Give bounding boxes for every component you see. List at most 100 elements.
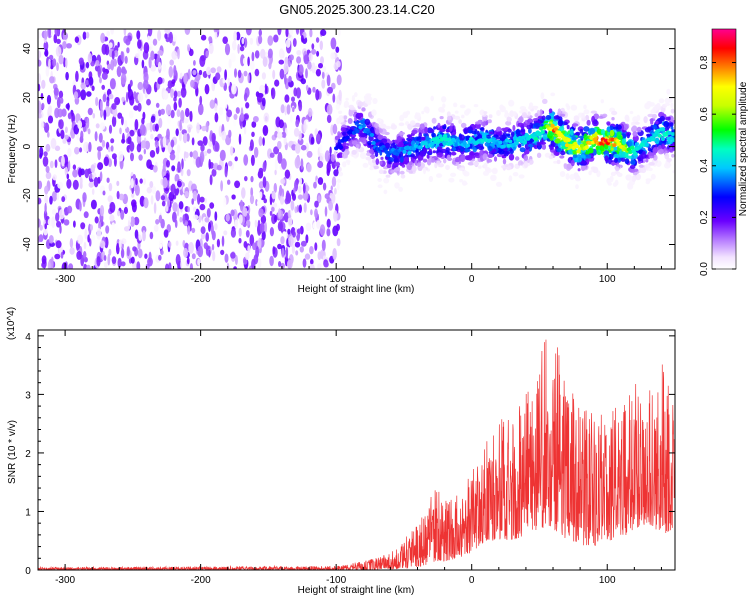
spectrogram-noise-cell [330,185,333,191]
spectrogram-noise-cell [300,78,306,85]
spectrogram-noise-cell [111,115,117,128]
spectrogram-noise-cell [216,66,222,73]
spectrogram-noise-cell [222,196,227,208]
spectrogram-noise-cell [180,109,185,122]
spectrogram-noise-cell [310,258,314,265]
spectrogram-peak-cell [564,143,570,148]
spectrogram-ridge-cell [472,161,480,166]
spectrogram-noise-cell [95,123,100,129]
spectrogram-noise-cell [72,164,77,170]
spectrogram-ridge-cell [422,158,428,163]
spectrogram-noise-cell [146,35,153,44]
spectrogram-noise-cell [173,101,178,111]
spectrogram-ridge-cell [428,175,434,183]
spectrogram-peak-cell [644,142,649,147]
spectrogram-noise-cell [230,252,236,259]
spectrogram-ridge-cell [638,157,642,162]
spectrogram-noise-cell [241,187,246,199]
spectrogram-ridge-cell [453,102,458,108]
spectrogram-noise-cell [257,237,262,249]
spectrogram-noise-cell [191,253,196,260]
spectrogram-noise-cell [141,59,145,69]
spectrogram-noise-cell [76,250,82,260]
spectrogram-noise-cell [286,104,291,115]
spectrogram-noise-cell [74,36,80,43]
spectrogram-noise-cell [80,82,87,90]
spectrogram-noise-cell [162,90,169,100]
spectrogram-noise-cell [287,57,291,68]
spectrogram-peak-cell [358,125,363,130]
spectrogram-noise-cell [77,243,81,249]
spectrogram-noise-cell [208,221,211,232]
spectrogram-ridge-cell [398,131,406,135]
spectrogram-ridge-cell [532,118,539,122]
spectrogram-noise-cell [218,125,223,137]
spectrogram-noise-cell [144,140,150,150]
spectrogram-noise-cell [285,190,290,202]
spectrogram-noise-cell [182,214,186,225]
spectrogram-noise-cell [307,61,312,70]
spectrogram-noise-cell [254,50,260,59]
spectrogram-noise-cell [173,90,178,99]
spectrogram-noise-cell [38,100,42,112]
spectrogram-noise-cell [230,52,236,63]
spectrogram-noise-cell [98,132,103,143]
spectrogram-ridge-cell [518,174,525,179]
spectrogram-ridge-cell [377,178,383,182]
spectrogram-noise-cell [189,151,193,158]
spectrogram-noise-cell [224,165,228,178]
spectrogram-noise-cell [289,29,294,36]
spectrogram-ridge-cell [548,131,555,136]
spectrogram-ridge-cell [402,141,409,145]
spectrogram-noise-cell [150,195,154,205]
spectrogram-noise-cell [220,249,225,256]
spectrogram-noise-cell [152,38,158,46]
spectrogram-noise-cell [90,60,95,67]
spectrogram-noise-cell [88,181,94,188]
spectrogram-noise-cell [333,169,339,177]
colorbar-tick-label: 0.0 [699,262,710,276]
spectrogram-noise-cell [262,176,267,189]
spectrogram-noise-cell [165,104,172,116]
spectrogram-noise-cell [158,61,162,70]
spectrogram-peak-cell [369,133,375,137]
spectrogram-noise-cell [143,79,149,90]
spectrogram-noise-cell [190,79,195,88]
spectrogram-noise-cell [219,149,226,162]
spectrogram-noise-cell [296,204,300,213]
spectrogram-ridge-cell [632,135,639,142]
spectrogram-ridge-cell [359,152,367,160]
spectrogram-ridge-cell [533,144,538,150]
spectrogram-noise-cell [269,152,275,158]
spectrogram-noise-cell [209,202,215,209]
spectrogram-noise-cell [169,59,174,66]
spectrogram-peak-cell [670,132,675,137]
spectrogram-noise-cell [292,106,295,113]
spectrogram-noise-cell [85,264,91,269]
spectrogram-ridge-cell [347,118,353,124]
spectrogram-noise-cell [117,112,123,119]
spectrogram-peak-cell [454,142,459,147]
spectrogram-noise-cell [317,160,324,169]
spectrogram-noise-cell [137,102,142,112]
spectrogram-ridge-cell [390,170,395,174]
spectrogram-noise-cell [94,216,99,224]
spectrogram-noise-cell [121,116,124,126]
spectrogram-noise-cell [262,137,265,146]
spectrogram-noise-cell [82,31,87,40]
spectrogram-noise-cell [315,68,321,77]
spectrogram-noise-cell [44,185,49,195]
spectrogram-peak-cell [548,127,554,132]
spectrogram-peak-cell [482,134,487,139]
spectrogram-noise-cell [332,248,337,260]
spectrogram-ridge-cell [423,146,427,154]
spectrogram-peak-cell [652,133,658,138]
spectrogram-noise-cell [204,198,207,204]
spectrogram-noise-cell [151,186,157,195]
spectrogram-noise-cell [310,136,315,145]
spectrogram-noise-cell [294,156,301,169]
spectrogram-noise-cell [47,131,50,138]
spectrogram-noise-cell [153,202,157,214]
spectrogram-noise-cell [245,252,250,260]
spectrogram-noise-cell [83,251,87,259]
